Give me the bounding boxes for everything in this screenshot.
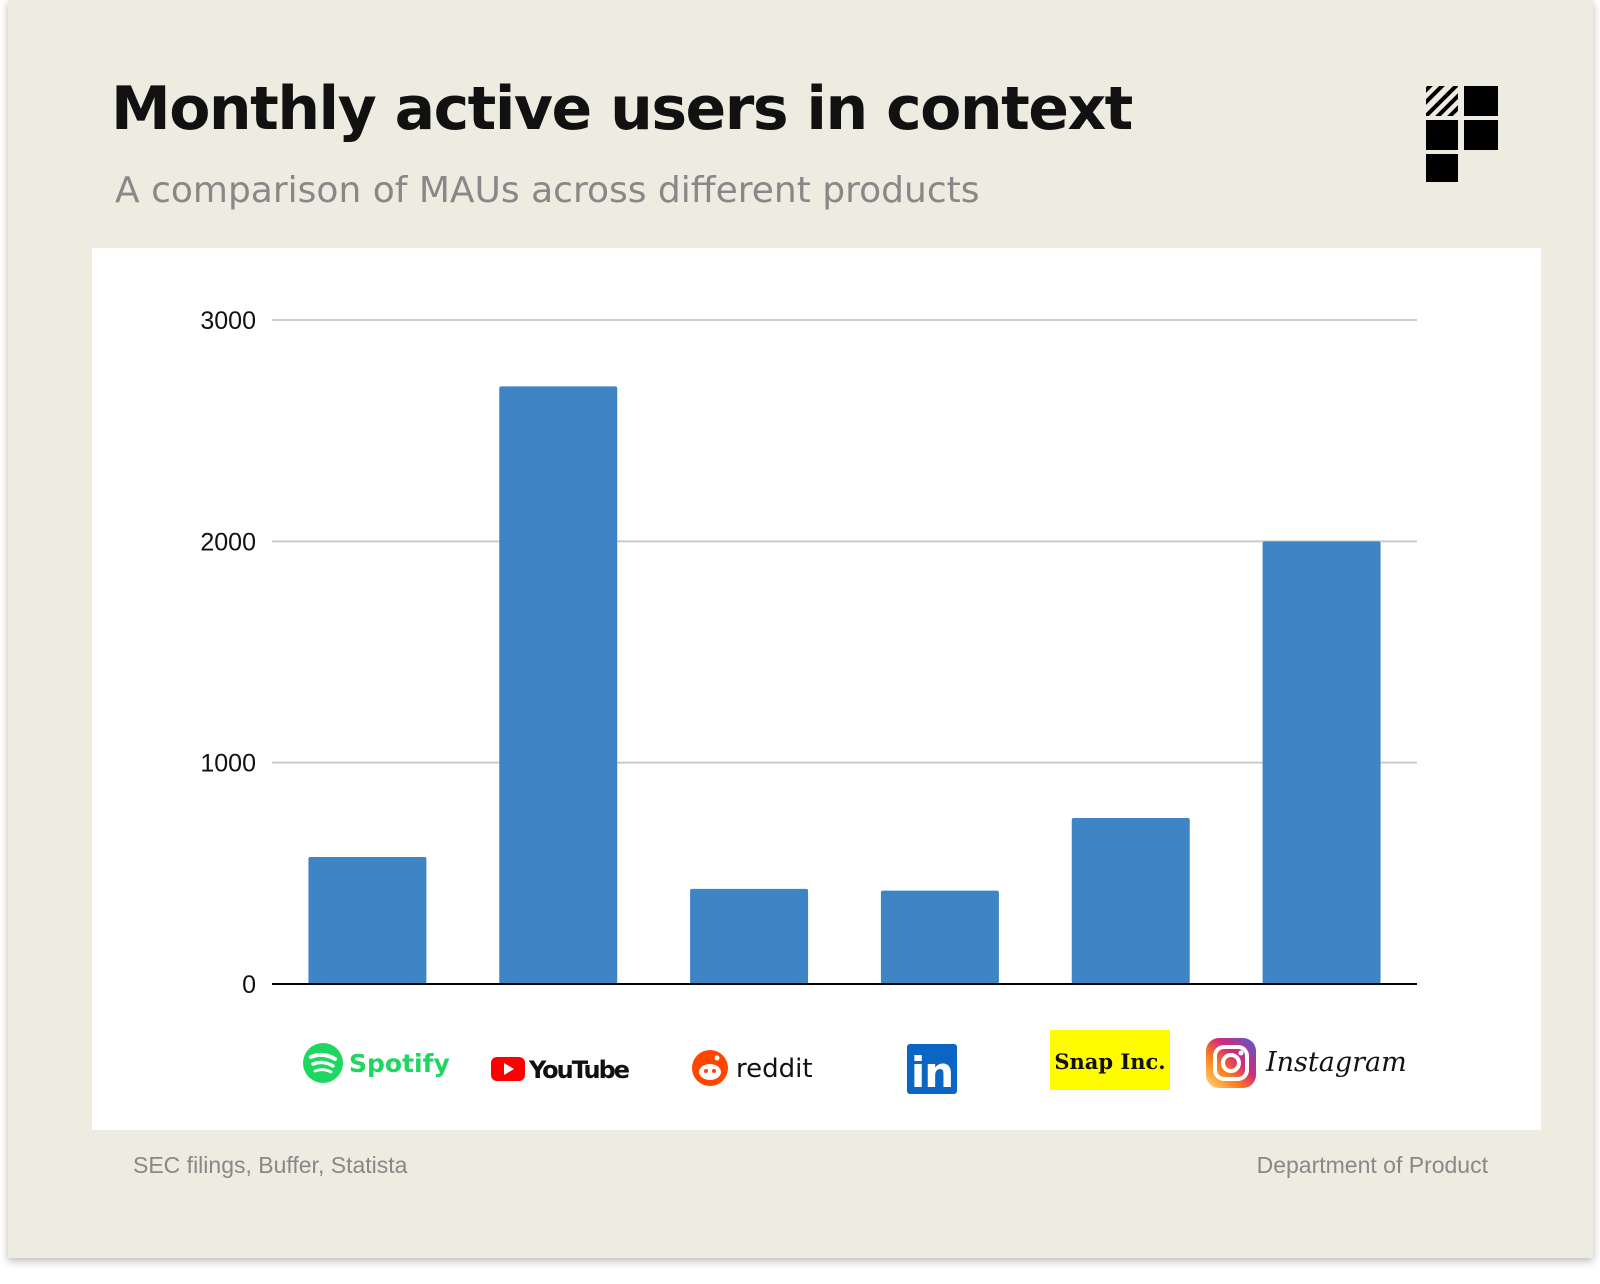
y-tick-label: 0	[242, 971, 256, 999]
bar-spotify	[308, 856, 427, 984]
chart-subtitle: A comparison of MAUs across different pr…	[115, 170, 980, 211]
y-tick-label: 2000	[200, 528, 256, 556]
bar-instagram	[1262, 541, 1381, 984]
category-label: Instagram	[1265, 1047, 1407, 1078]
y-tick-label: 1000	[200, 750, 256, 778]
instagram-logo-icon: Instagram	[1206, 1038, 1407, 1088]
bar-snap-inc	[1071, 818, 1190, 984]
category-label: in	[911, 1048, 953, 1097]
credit-note: Department of Product	[1256, 1152, 1488, 1178]
linkedin-logo-icon: in	[907, 1044, 957, 1097]
bar-linkedin	[880, 890, 999, 984]
plot-area: 0 1000 2000 3000 Spotify YouTube	[92, 248, 1541, 1130]
category-label: Spotify	[349, 1049, 450, 1078]
snap-inc-logo-icon: Snap Inc.	[1050, 1030, 1170, 1090]
category-label: reddit	[736, 1054, 813, 1084]
bar-youtube	[499, 386, 618, 984]
bar-reddit	[690, 888, 809, 984]
source-note: SEC filings, Buffer, Statista	[133, 1152, 408, 1178]
category-label: Snap Inc.	[1054, 1049, 1165, 1074]
spotify-logo-icon: Spotify	[303, 1043, 450, 1083]
youtube-logo-icon: YouTube	[491, 1056, 632, 1084]
bar-chart: 0 1000 2000 3000 Spotify YouTube	[200, 307, 1417, 1097]
department-of-product-logo-icon	[1426, 86, 1498, 182]
category-label: YouTube	[528, 1056, 630, 1084]
chart-card: Monthly active users in context A compar…	[8, 0, 1593, 1258]
y-tick-label: 3000	[200, 307, 256, 335]
reddit-logo-icon: reddit	[692, 1050, 813, 1086]
chart-title: Monthly active users in context	[111, 74, 1133, 144]
